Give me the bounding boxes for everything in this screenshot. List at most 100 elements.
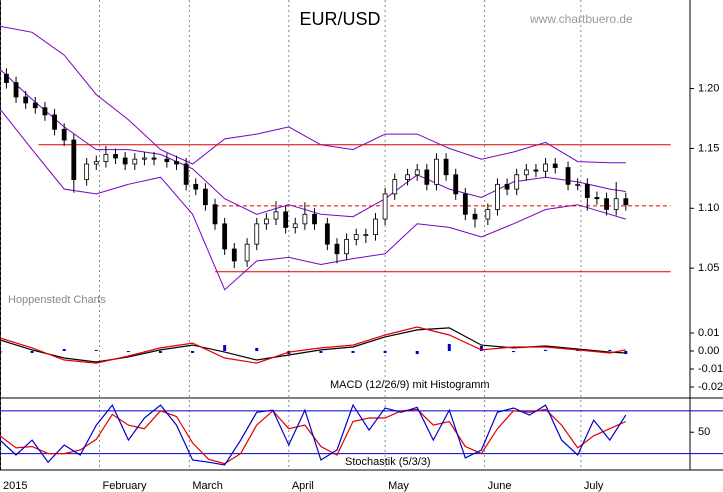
candle-body — [604, 198, 609, 210]
candle-body — [151, 157, 157, 160]
histogram-bar — [191, 350, 195, 353]
histogram-bar — [511, 350, 515, 353]
chart-title: EUR/USD — [299, 9, 380, 29]
candle-body — [424, 169, 430, 185]
candle-body — [495, 183, 500, 210]
candle-body — [32, 102, 38, 109]
candle-body — [254, 223, 260, 245]
candle-body — [434, 158, 439, 185]
candle-body — [273, 211, 279, 220]
x-tick-label: March — [192, 480, 223, 492]
candle-body — [231, 248, 237, 262]
band-line — [0, 69, 626, 218]
candle-body — [103, 154, 109, 162]
candle-body — [174, 161, 179, 165]
candle-body — [324, 223, 330, 245]
histogram-bar — [126, 350, 130, 353]
histogram-bar — [62, 349, 66, 351]
histogram-bar — [223, 345, 227, 351]
candle-body — [283, 211, 289, 228]
candle-body — [52, 114, 57, 130]
candle-body — [183, 163, 189, 185]
y-tick-label: 50 — [698, 426, 710, 438]
stochastic-title: Stochastik (5/3/3) — [345, 456, 431, 468]
y-tick-label: 0.01 — [698, 327, 719, 339]
y-tick-label: -0.01 — [698, 363, 723, 375]
candle-body — [202, 188, 208, 206]
candle-body — [533, 169, 539, 172]
histogram-bar — [544, 349, 548, 351]
candle-body — [142, 157, 147, 160]
band-line — [0, 108, 626, 291]
candle-body — [113, 154, 118, 159]
watermark: www.chartbuero.de — [529, 12, 633, 26]
candle-body — [392, 179, 398, 195]
candle-body — [263, 218, 269, 225]
candle-body — [462, 193, 468, 215]
macd-title: MACD (12/26/9) mit Histogramm — [330, 379, 490, 391]
histogram-bar — [30, 350, 34, 353]
candle-body — [302, 213, 308, 225]
histogram-bar — [479, 345, 483, 351]
y-tick-label: 1.05 — [698, 262, 719, 274]
candle-body — [353, 234, 359, 240]
histogram-bar — [158, 350, 162, 353]
histogram-bar — [447, 343, 451, 351]
histogram-bar — [255, 347, 259, 351]
candle-body — [61, 128, 67, 141]
candle-body — [504, 183, 510, 190]
candle-body — [13, 82, 19, 98]
x-tick-label: April — [292, 480, 314, 492]
histogram-bar — [383, 350, 387, 353]
x-tick-label: June — [488, 480, 512, 492]
x-tick-label: 2015 — [3, 480, 27, 492]
candle-body — [453, 174, 459, 195]
y-tick-label: -0.02 — [698, 381, 723, 393]
candle-body — [514, 174, 520, 190]
candle-body — [414, 169, 420, 176]
candle-body — [443, 158, 449, 176]
y-tick-label: 1.10 — [698, 202, 719, 214]
y-tick-label: 1.15 — [698, 142, 719, 154]
candle-body — [363, 234, 369, 237]
candle-body — [312, 213, 317, 225]
candle-body — [42, 107, 48, 116]
candle-body — [71, 139, 77, 180]
source-label: Hoppenstedt Charts — [8, 294, 106, 306]
candle-body — [552, 163, 558, 168]
candle-body — [523, 169, 529, 176]
candle-body — [244, 243, 250, 262]
candle-body — [132, 158, 138, 165]
y-tick-label: 0.00 — [698, 345, 719, 357]
histogram-bar — [415, 350, 419, 355]
candle-body — [405, 174, 410, 180]
candle-body — [613, 198, 619, 210]
candle-body — [575, 183, 581, 186]
candle-body — [334, 243, 340, 255]
candle-body — [292, 223, 298, 228]
candle-body — [472, 213, 478, 220]
macd-line — [0, 326, 626, 364]
y-tick-label: 1.20 — [698, 82, 719, 94]
histogram-bar — [0, 350, 2, 353]
x-tick-label: May — [388, 480, 409, 492]
candle-body — [122, 157, 128, 165]
histogram-bar — [319, 350, 323, 353]
candle-body — [584, 183, 590, 198]
x-tick-label: July — [584, 480, 604, 492]
candle-body — [193, 183, 199, 190]
stochastic-line — [0, 403, 627, 466]
candle-body — [373, 218, 378, 236]
candle-body — [23, 96, 29, 104]
candle-body — [344, 239, 350, 255]
candle-body — [382, 193, 388, 220]
candle-body — [164, 158, 170, 162]
candle-body — [594, 197, 600, 200]
candle-body — [623, 198, 629, 206]
candle-body — [4, 73, 9, 83]
candle-body — [565, 167, 571, 185]
candle-body — [222, 223, 228, 250]
candle-body — [93, 161, 99, 165]
histogram-bar — [608, 349, 612, 351]
